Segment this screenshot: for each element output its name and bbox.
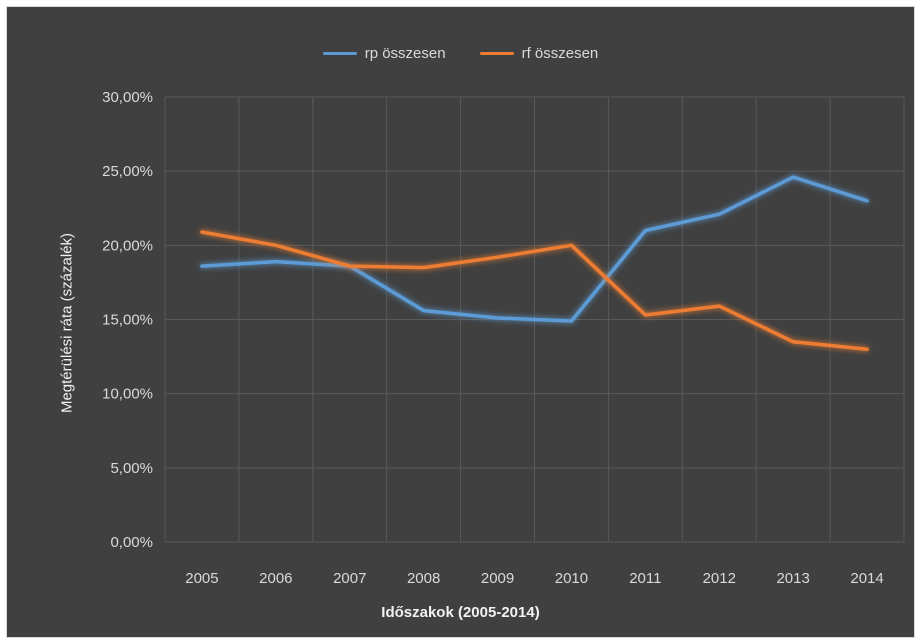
x-tick-label: 2014 — [850, 570, 883, 587]
legend-swatch-rf — [479, 52, 514, 55]
y-tick-label: 15,00% — [102, 312, 153, 329]
y-tick-label: 10,00% — [102, 386, 153, 403]
x-tick-label: 2009 — [481, 570, 514, 587]
x-tick-label: 2006 — [259, 570, 292, 587]
series-line-rf — [200, 230, 869, 351]
x-tick-label: 2013 — [776, 570, 809, 587]
legend: rp összesen rf összesen — [7, 45, 914, 62]
line-chart: 0,00% 5,00% 10,00% 15,00% 20,00% 25,00% 30,00%… — [102, 89, 905, 587]
y-tick-label: 20,00% — [102, 237, 153, 254]
x-tick-label: 2012 — [703, 570, 736, 587]
y-tick-label: 5,00% — [110, 460, 153, 477]
series-line-rp — [200, 175, 869, 323]
x-tick-label: 2011 — [629, 570, 661, 587]
x-tick-label: 2005 — [185, 570, 218, 587]
x-tick-label: 2007 — [333, 570, 366, 587]
legend-swatch-rp — [322, 52, 357, 55]
y-tick-label: 25,00% — [102, 163, 153, 180]
legend-item-rp: rp összesen — [322, 45, 446, 62]
x-tick-label: 2010 — [555, 570, 588, 587]
legend-label-rf: rf összesen — [521, 45, 599, 62]
y-axis-title: Megtérülési ráta (százalék) — [58, 232, 76, 414]
legend-label-rp: rp összesen — [364, 45, 446, 62]
x-axis-title: Időszakok (2005-2014) — [381, 604, 540, 621]
x-tick-label: 2008 — [407, 570, 440, 587]
y-tick-label: 0,00% — [110, 534, 153, 551]
chart-area: 0,00% 5,00% 10,00% 15,00% 20,00% 25,00% 30,00%… — [6, 6, 915, 638]
y-tick-label: 30,00% — [102, 89, 153, 106]
legend-item-rf: rf összesen — [479, 45, 599, 62]
